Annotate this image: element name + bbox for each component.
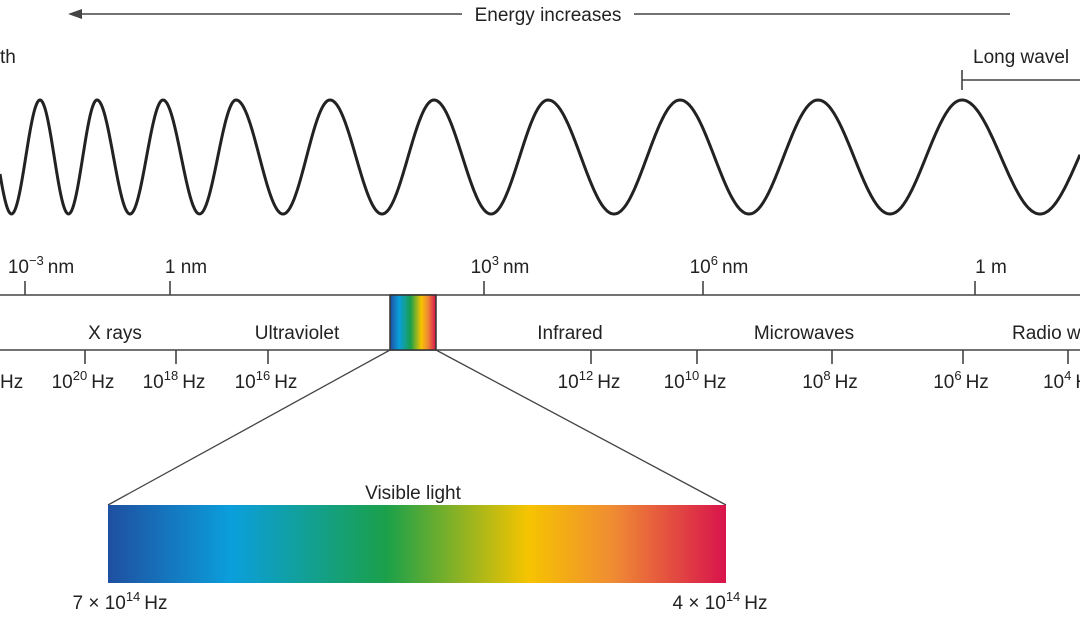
label-exponent: 16: [256, 368, 270, 383]
label-base: 10: [143, 372, 164, 393]
band-label: Infrared: [537, 323, 602, 344]
label-base: 10: [558, 372, 579, 393]
label-unit: Hz: [91, 372, 114, 393]
visible-right-label: 4 × 1014 Hz: [672, 589, 767, 614]
label-base: 10: [471, 257, 492, 278]
label-unit: Hz: [597, 372, 620, 393]
label-exponent: 18: [164, 368, 178, 383]
label-base: 10: [8, 257, 29, 278]
bracket: [961, 70, 1080, 90]
frequency-label: 104H: [1043, 368, 1080, 393]
visible-left-label: 7 × 1014 Hz: [72, 589, 167, 614]
visible-band: [389, 294, 437, 351]
label-base: 10: [802, 372, 823, 393]
label-base: 4 × 10: [672, 593, 725, 614]
zoom-line: [107, 349, 391, 506]
label-exponent: 14: [126, 589, 140, 604]
frequency-label: 106 Hz: [933, 368, 989, 393]
wavelength-label: 106 nm: [690, 253, 749, 278]
label-exponent: 8: [823, 368, 830, 383]
frequency-label: 1020 Hz: [52, 368, 115, 393]
band-label: X rays: [88, 323, 142, 344]
wavelength-label: 10−3 nm: [8, 253, 74, 278]
label-unit: nm: [503, 257, 529, 278]
label-exponent: 20: [73, 368, 87, 383]
label-exponent: 6: [711, 253, 718, 268]
label-base: 10: [690, 257, 711, 278]
wavelength-label: 103 nm: [471, 253, 530, 278]
label-base: 10: [664, 372, 685, 393]
label-unit: Hz: [966, 372, 989, 393]
visible-spectrum: [108, 505, 726, 583]
label-base: 10: [235, 372, 256, 393]
frequency-label: 1016 Hz: [235, 368, 298, 393]
frequency-label: 1010 Hz: [664, 368, 727, 393]
visible-title: Visible light: [365, 483, 461, 504]
label-exponent: 10: [685, 368, 699, 383]
energy-label: Energy increases: [475, 5, 622, 26]
label-exponent: 3: [492, 253, 499, 268]
label-unit: Hz: [182, 372, 205, 393]
label-base: 10: [52, 372, 73, 393]
label-base: 10: [933, 372, 954, 393]
band-label: Ultraviolet: [255, 323, 340, 344]
label-base: 7 × 10: [72, 593, 125, 614]
frequency-label: 108 Hz: [802, 368, 858, 393]
label-unit: nm: [48, 257, 74, 278]
band-label: Radio w: [1012, 323, 1080, 344]
label-exponent: 6: [954, 368, 961, 383]
label-unit: Hz: [144, 593, 167, 614]
zoom-line: [435, 349, 727, 506]
label-exponent: −3: [29, 253, 44, 268]
wavelength-label: 1 nm: [165, 257, 207, 278]
label-unit: nm: [722, 257, 748, 278]
wavelength-label: 1 m: [975, 257, 1007, 278]
arrow-head: [68, 9, 82, 19]
label-unit: Hz: [703, 372, 726, 393]
label-exponent: 14: [726, 589, 740, 604]
band-label: Microwaves: [754, 323, 854, 344]
label-exponent: 12: [579, 368, 593, 383]
wavelength-caption: Long wavel: [973, 47, 1069, 68]
label-unit: Hz: [274, 372, 297, 393]
frequency-label: 1012 Hz: [558, 368, 621, 393]
wave: [0, 98, 1080, 216]
label-unit: H: [1075, 372, 1080, 393]
frequency-label: 1018 Hz: [143, 368, 206, 393]
label-exponent: 4: [1064, 368, 1071, 383]
frequency-label: Hz: [0, 372, 23, 393]
wavelength-caption: th: [0, 47, 16, 68]
label-unit: Hz: [744, 593, 767, 614]
label-base: 10: [1043, 372, 1064, 393]
label-unit: Hz: [835, 372, 858, 393]
